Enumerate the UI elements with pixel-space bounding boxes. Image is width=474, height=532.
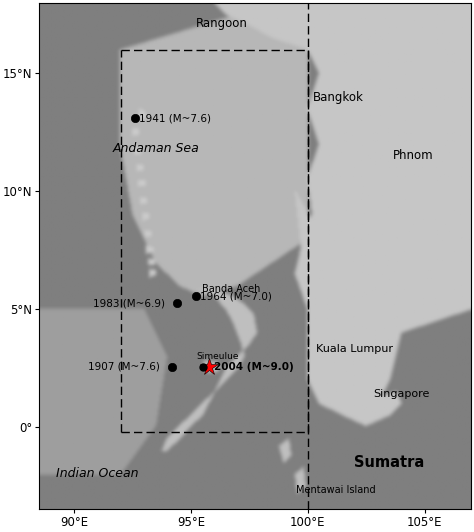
Text: Indian Ocean: Indian Ocean bbox=[56, 468, 139, 480]
Text: Banda Aceh: Banda Aceh bbox=[201, 284, 260, 294]
Text: 1964 (M~7.0): 1964 (M~7.0) bbox=[200, 291, 272, 301]
Text: 2004 (M~9.0): 2004 (M~9.0) bbox=[214, 362, 293, 372]
Text: 1983 (M~6.9): 1983 (M~6.9) bbox=[93, 298, 165, 308]
Text: Bangkok: Bangkok bbox=[313, 90, 364, 104]
Text: Mentawai Island: Mentawai Island bbox=[296, 485, 375, 495]
Text: 1907 (M~7.6): 1907 (M~7.6) bbox=[88, 362, 160, 372]
Text: Andaman Sea: Andaman Sea bbox=[113, 143, 200, 155]
Text: Sumatra: Sumatra bbox=[355, 455, 425, 470]
Text: Rangoon: Rangoon bbox=[195, 18, 247, 30]
Text: Simeulue: Simeulue bbox=[197, 352, 239, 361]
Text: Kuala Lumpur: Kuala Lumpur bbox=[316, 344, 393, 354]
Text: Singapore: Singapore bbox=[373, 389, 429, 399]
Text: 1941 (M~7.6): 1941 (M~7.6) bbox=[139, 113, 211, 123]
Text: Phnom: Phnom bbox=[392, 149, 433, 162]
